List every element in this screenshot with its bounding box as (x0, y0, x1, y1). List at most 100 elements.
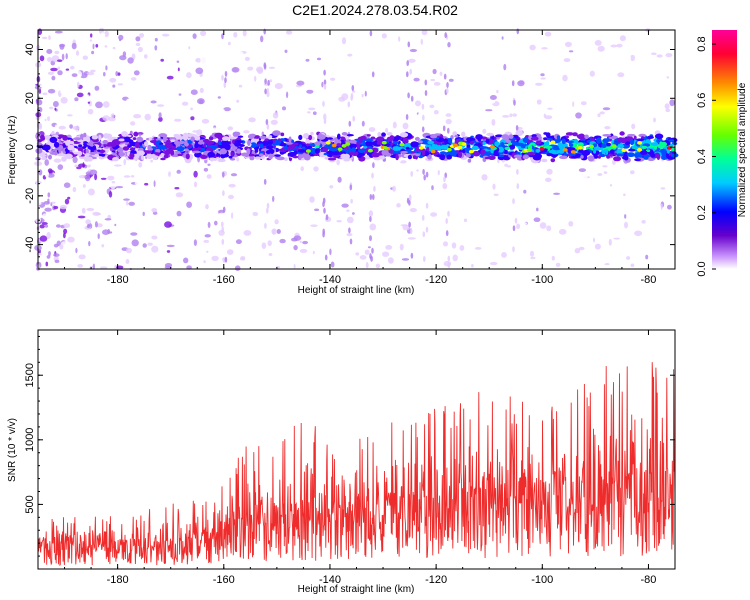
spectrogram-cell (202, 138, 210, 143)
spectrogram-cell (605, 148, 609, 155)
spectrogram-cell (415, 100, 421, 107)
spectrogram-cell (487, 147, 492, 150)
spectrogram-cell (142, 211, 145, 216)
spectrogram-cell (135, 36, 141, 42)
spectrogram-cell (463, 98, 470, 104)
spectrogram-cell (266, 145, 274, 150)
spectrogram-cell (200, 56, 208, 64)
spectrogram-cell (646, 149, 651, 153)
spectrogram-cell (297, 149, 307, 153)
spectrogram-cell (104, 218, 112, 221)
spectrogram-cell (109, 182, 117, 190)
spectrogram-cell (330, 77, 336, 81)
spectrogram-cell (229, 158, 236, 161)
spectrogram-cell (280, 132, 285, 137)
spectrogram-cell (361, 120, 365, 127)
spectrogram-cell (346, 233, 353, 237)
spectrogram-cell (54, 107, 57, 111)
spectrogram-cell (151, 208, 158, 213)
colorbar: 0.0 0.2 0.4 0.6 0.8 Normalized spectral ampl… (696, 30, 748, 277)
spectrogram-cell (166, 75, 174, 80)
spectrogram-cell (439, 151, 447, 155)
spectrogram-cell (401, 258, 410, 261)
spectrogram-cell (72, 125, 80, 130)
spectrogram-cell (192, 150, 201, 154)
spectrogram-cell (536, 99, 542, 105)
spectrogram-cell (185, 153, 190, 160)
spectrogram-cell (431, 185, 434, 191)
spectrogram-cell (628, 148, 636, 152)
spectrogram-cell (618, 144, 625, 149)
spectrogram-cell (312, 250, 315, 255)
spectrogram-cell (63, 223, 71, 229)
spectrogram-cell (369, 223, 377, 231)
spectrogram-cell (486, 181, 494, 185)
spectrogram-cell (249, 156, 255, 161)
spectrogram-cell (197, 141, 204, 145)
spectrogram-cell (408, 221, 411, 228)
spectrogram-cell (609, 184, 613, 187)
spectrogram-cell (442, 183, 448, 190)
spectrogram-cell (103, 72, 106, 77)
spectrogram-cell (409, 68, 413, 75)
spectrogram-cell (238, 84, 243, 88)
spectrogram-cell (41, 144, 51, 151)
spectrogram-cell (350, 93, 354, 99)
spectrogram-cell (314, 147, 320, 154)
spectrogram-cell (661, 154, 668, 160)
spectrogram-cell (65, 140, 71, 146)
spectrogram-cell (314, 141, 321, 145)
spectrogram-cell (412, 86, 418, 89)
spectrogram-cell (665, 108, 671, 113)
spectrogram-cell (386, 132, 393, 136)
spectrogram-cell (568, 50, 574, 53)
spectrogram-cell (58, 125, 66, 130)
spectrogram-cell (590, 81, 595, 88)
spectrogram-y-tick-label: -40 (24, 237, 36, 253)
spectrogram-x-tick-label: -180 (107, 274, 129, 286)
spectrogram-cell (39, 235, 48, 242)
spectrogram-cell (54, 150, 58, 156)
spectrogram-cell (349, 143, 357, 149)
spectrogram-cell (323, 118, 327, 125)
spectrogram-cell (75, 50, 80, 56)
spectrogram-cell (341, 37, 347, 45)
spectrogram-cell (160, 58, 164, 62)
spectrogram-cell (47, 57, 52, 62)
spectrogram-cell (224, 77, 227, 84)
spectrogram-cell (123, 136, 131, 143)
spectrogram-cell (236, 99, 240, 103)
spectrogram-cell (410, 141, 419, 148)
spectrogram-cell (616, 43, 623, 48)
spectrogram-cell (305, 58, 310, 62)
spectrogram-cell (95, 44, 99, 48)
spectrogram-x-tick-label: -80 (641, 274, 657, 286)
spectrogram-cell (465, 153, 471, 158)
spectrogram-cell (531, 136, 539, 141)
snr-y-tick-label: 500 (24, 495, 36, 513)
spectrogram-cell (325, 214, 329, 221)
spectrogram-cell (447, 262, 451, 269)
spectrogram-cell (349, 238, 353, 245)
spectrogram-cell (452, 254, 458, 262)
spectrogram-cell (86, 94, 90, 99)
spectrogram-cell (365, 262, 369, 269)
spectrogram-cell (421, 214, 425, 221)
spectrogram-cell (77, 264, 83, 268)
spectrogram-cell (247, 66, 254, 71)
spectrogram-cell (268, 135, 273, 139)
spectrogram-cell (465, 148, 470, 153)
spectrogram-cell (327, 151, 332, 155)
spectrogram-cell (513, 99, 516, 106)
spectrogram-cell (272, 195, 275, 202)
spectrogram-cell (229, 191, 233, 196)
spectrogram-cell (47, 198, 50, 204)
spectrogram-cell (150, 159, 154, 163)
spectrogram-cell (291, 61, 297, 66)
spectrogram-cell (67, 144, 75, 151)
spectrogram-cell (409, 228, 413, 234)
spectrogram-cell (237, 135, 244, 138)
spectrogram-cell (375, 55, 381, 61)
spectrogram-cell (63, 82, 72, 87)
spectrogram-cell (267, 139, 273, 146)
